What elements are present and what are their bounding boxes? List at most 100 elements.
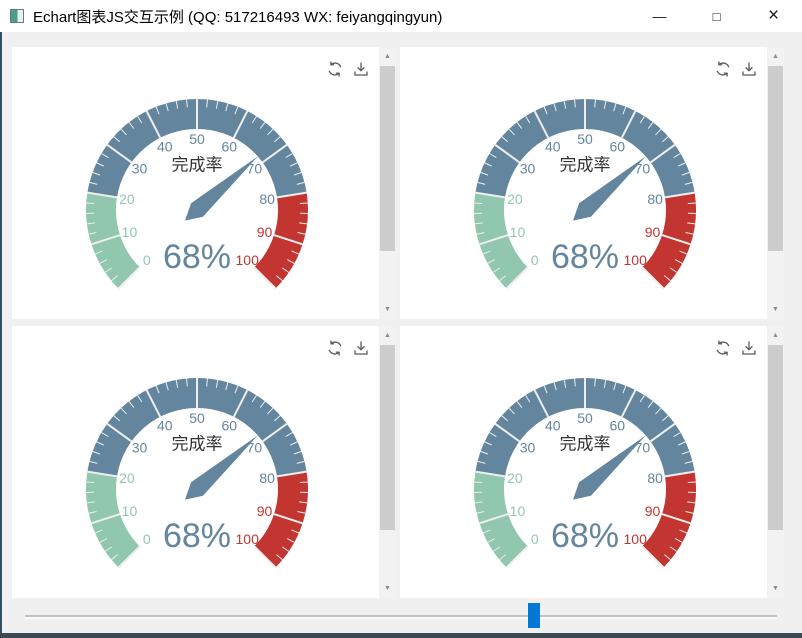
scrollbar-thumb[interactable]: [380, 66, 395, 251]
gauge-tick-label: 30: [520, 160, 536, 176]
close-button[interactable]: ×: [767, 5, 780, 26]
refresh-icon[interactable]: [326, 339, 344, 357]
scrollbar-thumb[interactable]: [768, 345, 783, 530]
maximize-button[interactable]: □: [712, 8, 721, 24]
gauge-panel-1: 0 10 20 30 40 50 60 70 80 90 100 完成率 68% ▲: [12, 47, 396, 319]
gauge-tick-label: 60: [609, 418, 625, 434]
save-image-icon[interactable]: [352, 60, 370, 78]
gauge-tick-label: 50: [189, 410, 205, 426]
scroll-up-icon[interactable]: ▲: [772, 332, 779, 339]
save-image-icon[interactable]: [740, 60, 758, 78]
gauge-title: 完成率: [560, 156, 611, 175]
window-left-edge: [0, 32, 2, 638]
window-title: Echart图表JS交互示例 (QQ: 517216493 WX: feiyan…: [33, 8, 443, 26]
gauge-tick-label: 100: [236, 252, 260, 268]
vertical-scrollbar[interactable]: ▲ ▼: [379, 47, 396, 319]
scroll-down-icon[interactable]: ▼: [772, 585, 779, 592]
gauge-tick-label: 90: [645, 503, 661, 519]
gauge-tick-label: 100: [624, 252, 648, 268]
gauge-tick-label: 0: [531, 531, 539, 547]
scroll-down-icon[interactable]: ▼: [384, 306, 391, 313]
scroll-down-icon[interactable]: ▼: [772, 306, 779, 313]
gauge-tick-label: 90: [645, 224, 661, 240]
chart-toolbox: [714, 339, 758, 357]
gauge-tick-label: 60: [609, 139, 625, 155]
minimize-button[interactable]: —: [652, 8, 667, 24]
gauge-tick-label: 90: [257, 503, 273, 519]
gauge-tick-label: 40: [545, 139, 561, 155]
refresh-icon[interactable]: [326, 60, 344, 78]
content-area: 0 10 20 30 40 50 60 70 80 90 100 完成率 68% ▲: [0, 32, 802, 638]
chart-toolbox: [714, 60, 758, 78]
gauge-panel-2: 0 10 20 30 40 50 60 70 80 90 100 完成率 68% ▲: [400, 47, 784, 319]
panel-grid: 0 10 20 30 40 50 60 70 80 90 100 完成率 68% ▲: [12, 47, 784, 598]
gauge-tick-label: 10: [122, 503, 138, 519]
gauge-tick-label: 30: [520, 439, 536, 455]
gauge-needle: [573, 435, 646, 500]
gauge-needle: [185, 435, 258, 500]
gauge-tick-label: 20: [119, 191, 135, 207]
gauge-value: 68%: [551, 517, 619, 555]
gauge-tick-label: 80: [647, 470, 663, 486]
scroll-up-icon[interactable]: ▲: [772, 53, 779, 60]
gauge-tick-label: 80: [259, 191, 275, 207]
gauge-tick-label: 20: [507, 470, 523, 486]
gauge-tick-label: 60: [221, 418, 237, 434]
save-image-icon[interactable]: [740, 339, 758, 357]
app-icon[interactable]: [10, 9, 24, 23]
gauge-tick-label: 20: [507, 191, 523, 207]
gauge-needle: [573, 156, 646, 221]
gauge-tick-label: 60: [221, 139, 237, 155]
slider-handle[interactable]: [528, 603, 541, 628]
scroll-up-icon[interactable]: ▲: [384, 53, 391, 60]
gauge-tick-label: 40: [157, 139, 173, 155]
gauge-tick-label: 40: [157, 418, 173, 434]
gauge-tick-label: 80: [647, 191, 663, 207]
vertical-scrollbar[interactable]: ▲ ▼: [767, 47, 784, 319]
gauge-title: 完成率: [172, 156, 223, 175]
gauge-panel-3: 0 10 20 30 40 50 60 70 80 90 100 完成率 68% ▲: [12, 326, 396, 598]
gauge-tick-label: 80: [259, 470, 275, 486]
scrollbar-thumb[interactable]: [768, 66, 783, 251]
gauge-tick-label: 100: [236, 531, 260, 547]
scroll-up-icon[interactable]: ▲: [384, 332, 391, 339]
gauge-tick-label: 50: [189, 131, 205, 147]
gauge-panel-4: 0 10 20 30 40 50 60 70 80 90 100 完成率 68% ▲: [400, 326, 784, 598]
vertical-scrollbar[interactable]: ▲ ▼: [379, 326, 396, 598]
scroll-down-icon[interactable]: ▼: [384, 585, 391, 592]
gauge-needle: [185, 156, 258, 221]
gauge-tick-label: 30: [132, 160, 148, 176]
gauge-tick-label: 10: [510, 224, 526, 240]
gauge-tick-label: 50: [577, 131, 593, 147]
gauge-tick-label: 50: [577, 410, 593, 426]
gauge-tick-label: 0: [143, 252, 151, 268]
gauge-title: 完成率: [172, 435, 223, 454]
gauge-tick-label: 0: [531, 252, 539, 268]
slider-groove[interactable]: [25, 615, 777, 619]
gauge-tick-label: 30: [132, 439, 148, 455]
vertical-scrollbar[interactable]: ▲ ▼: [767, 326, 784, 598]
chart-toolbox: [326, 60, 370, 78]
scrollbar-thumb[interactable]: [380, 345, 395, 530]
gauge-tick-label: 100: [624, 531, 648, 547]
horizontal-slider[interactable]: [0, 599, 802, 633]
save-image-icon[interactable]: [352, 339, 370, 357]
gauge-value: 68%: [163, 517, 231, 555]
gauge-tick-label: 90: [257, 224, 273, 240]
refresh-icon[interactable]: [714, 60, 732, 78]
titlebar: Echart图表JS交互示例 (QQ: 517216493 WX: feiyan…: [0, 0, 802, 32]
gauge-tick-label: 10: [510, 503, 526, 519]
taskbar-strip: [0, 633, 802, 638]
refresh-icon[interactable]: [714, 339, 732, 357]
gauge-value: 68%: [551, 238, 619, 276]
gauge-tick-label: 10: [122, 224, 138, 240]
gauge-tick-label: 40: [545, 418, 561, 434]
gauge-tick-label: 0: [143, 531, 151, 547]
gauge-tick-label: 20: [119, 470, 135, 486]
gauge-title: 完成率: [560, 435, 611, 454]
